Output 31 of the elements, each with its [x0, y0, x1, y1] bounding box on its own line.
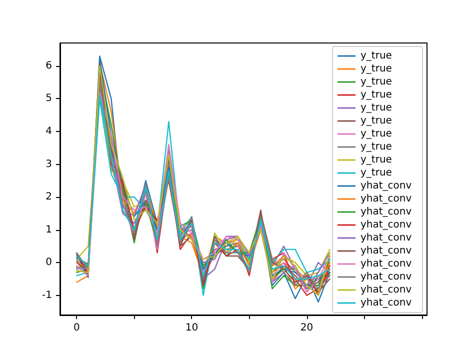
- y-tick-label: 1: [46, 224, 52, 236]
- legend-label: yhat_conv: [360, 194, 412, 204]
- y-tick-label: 0: [46, 257, 52, 268]
- x-tick-label: 20: [300, 322, 314, 334]
- legend-label: y_true: [360, 90, 392, 100]
- legend-label: yhat_conv: [360, 220, 412, 230]
- legend-label: yhat_conv: [360, 232, 412, 244]
- legend-label: y_true: [360, 64, 392, 74]
- legend-label: yhat_conv: [360, 206, 412, 218]
- legend-label: y_true: [360, 116, 392, 126]
- y-tick-label: 2: [46, 192, 52, 203]
- legend-label: y_true: [360, 50, 392, 62]
- legend-label: yhat_conv: [360, 258, 412, 270]
- y-tick-label: 4: [46, 126, 52, 137]
- y-tick-label: 5: [46, 93, 52, 104]
- legend-label: y_true: [360, 168, 392, 178]
- x-tick-label: 10: [185, 322, 198, 334]
- y-tick-label: -1: [42, 290, 52, 301]
- x-tick-label: 0: [73, 322, 80, 334]
- legend-label: yhat_conv: [360, 284, 412, 296]
- legend-label: yhat_conv: [360, 180, 412, 192]
- legend-label: y_true: [360, 102, 392, 114]
- y-tick-label: 3: [46, 158, 52, 170]
- y-tick-label: 6: [46, 60, 52, 72]
- legend-label: y_true: [360, 142, 392, 152]
- legend-label: yhat_conv: [360, 272, 412, 282]
- legend-label: yhat_conv: [360, 298, 412, 308]
- legend-label: y_true: [360, 128, 392, 140]
- legend-label: y_true: [360, 76, 392, 88]
- legend-label: yhat_conv: [360, 246, 412, 256]
- legend-label: y_true: [360, 154, 392, 166]
